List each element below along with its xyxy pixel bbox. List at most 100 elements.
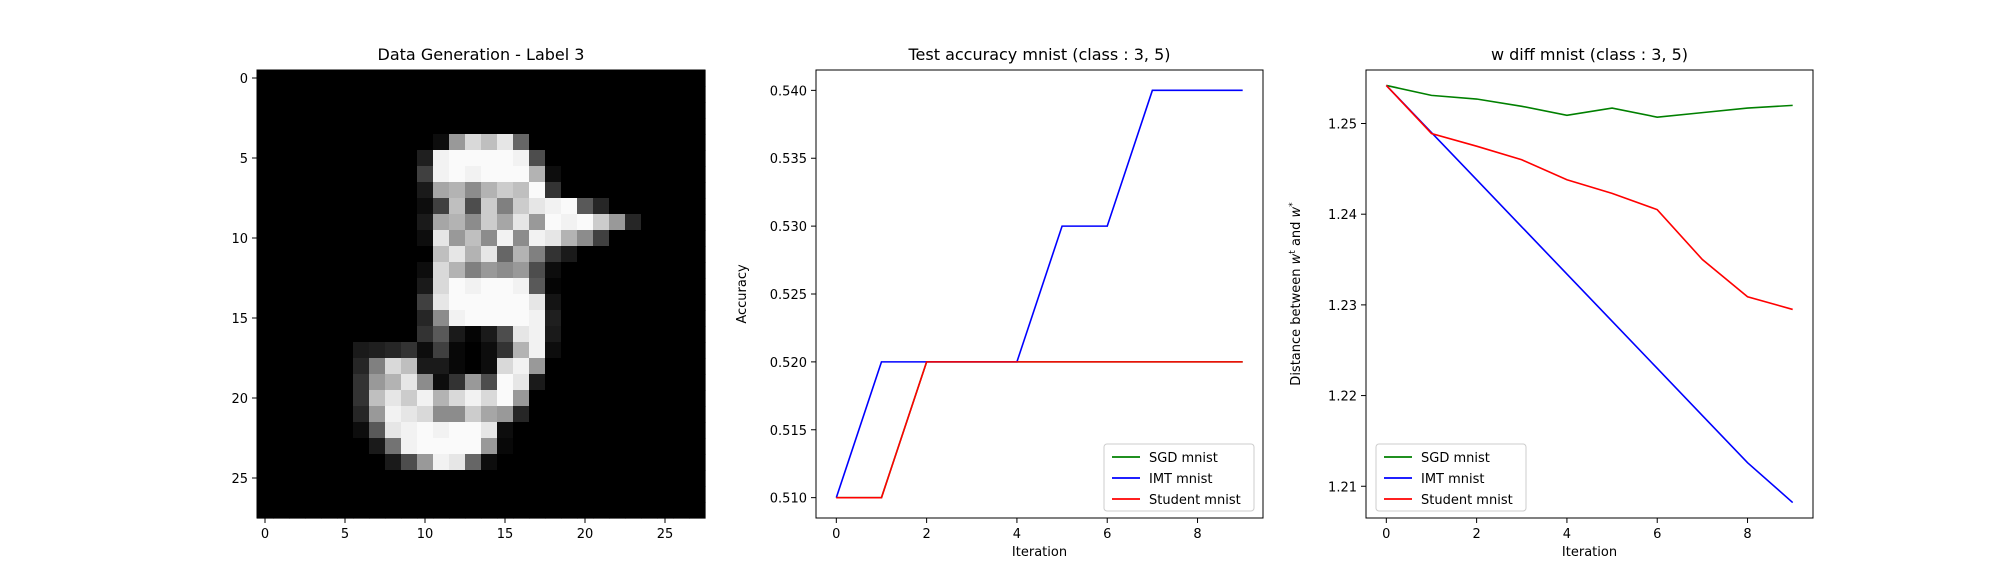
image-pixel — [305, 230, 322, 247]
image-pixel — [417, 214, 434, 231]
image-pixel — [657, 230, 674, 247]
image-pixel — [369, 390, 386, 407]
image-pixel — [481, 86, 498, 103]
image-pixel — [625, 454, 642, 471]
image-pixel — [593, 182, 610, 199]
image-pixel — [417, 86, 434, 103]
image-pixel — [289, 70, 306, 87]
image-pixel — [513, 150, 530, 167]
image-pixel — [513, 246, 530, 263]
accuracy-y-tick-label: 0.530 — [770, 220, 807, 235]
image-pixel — [497, 230, 514, 247]
image-pixel — [321, 86, 338, 103]
image-pixel — [305, 502, 322, 519]
image-pixel — [609, 438, 626, 455]
image-pixel — [641, 358, 658, 375]
image-pixel — [353, 118, 370, 135]
image-pixel — [529, 470, 546, 487]
accuracy-legend-label: SGD mnist — [1149, 451, 1218, 466]
image-pixel — [257, 246, 274, 263]
image-pixel — [417, 326, 434, 343]
image-pixel — [593, 294, 610, 311]
image-pixel — [273, 470, 290, 487]
image-pixel — [417, 390, 434, 407]
image-pixel — [641, 118, 658, 135]
image-pixel — [321, 502, 338, 519]
image-pixel — [433, 390, 450, 407]
image-pixel — [593, 134, 610, 151]
image-pixel — [321, 454, 338, 471]
image-pixel — [673, 406, 690, 423]
image-pixel — [305, 486, 322, 503]
image-y-tick-label: 0 — [240, 72, 248, 87]
image-pixel — [545, 214, 562, 231]
accuracy-y-tick-label: 0.540 — [770, 84, 807, 99]
image-pixel — [433, 502, 450, 519]
image-pixel — [529, 390, 546, 407]
image-pixel — [561, 422, 578, 439]
image-pixel — [609, 486, 626, 503]
image-pixel — [625, 262, 642, 279]
image-pixel — [481, 102, 498, 119]
image-pixel — [273, 422, 290, 439]
image-pixel — [401, 134, 418, 151]
image-pixel — [353, 502, 370, 519]
image-pixel — [417, 118, 434, 135]
wdiff-y-axis-label-part: and — [1289, 217, 1304, 250]
accuracy-x-tick-label: 4 — [1013, 527, 1021, 542]
wdiff-y-axis-label-part: * — [1288, 202, 1298, 207]
image-pixel — [577, 230, 594, 247]
image-pixel — [385, 278, 402, 295]
image-pixel — [273, 262, 290, 279]
image-pixel — [497, 118, 514, 135]
image-pixel — [401, 486, 418, 503]
image-pixel — [673, 182, 690, 199]
image-pixel — [417, 422, 434, 439]
image-pixel — [465, 438, 482, 455]
image-pixel — [433, 70, 450, 87]
image-pixel — [673, 198, 690, 215]
image-pixel — [321, 438, 338, 455]
image-pixel — [641, 502, 658, 519]
image-pixel — [641, 342, 658, 359]
image-pixel — [481, 198, 498, 215]
image-pixel — [529, 502, 546, 519]
image-pixel — [641, 70, 658, 87]
image-pixel — [545, 150, 562, 167]
image-pixel — [609, 150, 626, 167]
image-pixel — [673, 358, 690, 375]
image-pixel — [273, 502, 290, 519]
image-pixel — [369, 438, 386, 455]
image-pixel — [561, 342, 578, 359]
image-pixel — [561, 118, 578, 135]
image-pixel — [433, 102, 450, 119]
image-pixel — [609, 230, 626, 247]
image-pixel — [401, 470, 418, 487]
image-pixel — [289, 198, 306, 215]
image-pixel — [657, 486, 674, 503]
image-pixel — [529, 310, 546, 327]
image-pixel — [289, 310, 306, 327]
image-pixel — [353, 198, 370, 215]
image-pixel — [513, 214, 530, 231]
image-pixel — [289, 438, 306, 455]
image-pixel — [593, 406, 610, 423]
image-pixel — [593, 150, 610, 167]
image-pixel — [481, 326, 498, 343]
image-pixel — [369, 86, 386, 103]
image-pixel — [289, 118, 306, 135]
image-pixel — [385, 374, 402, 391]
image-pixel — [449, 182, 466, 199]
image-pixel — [657, 118, 674, 135]
image-pixel — [657, 390, 674, 407]
image-pixel — [305, 390, 322, 407]
image-pixel — [497, 502, 514, 519]
image-pixel — [305, 182, 322, 199]
image-pixel — [657, 294, 674, 311]
image-pixel — [529, 102, 546, 119]
image-pixel — [417, 70, 434, 87]
image-pixel — [337, 470, 354, 487]
image-pixel — [673, 118, 690, 135]
image-pixel — [289, 134, 306, 151]
image-pixel — [689, 118, 706, 135]
